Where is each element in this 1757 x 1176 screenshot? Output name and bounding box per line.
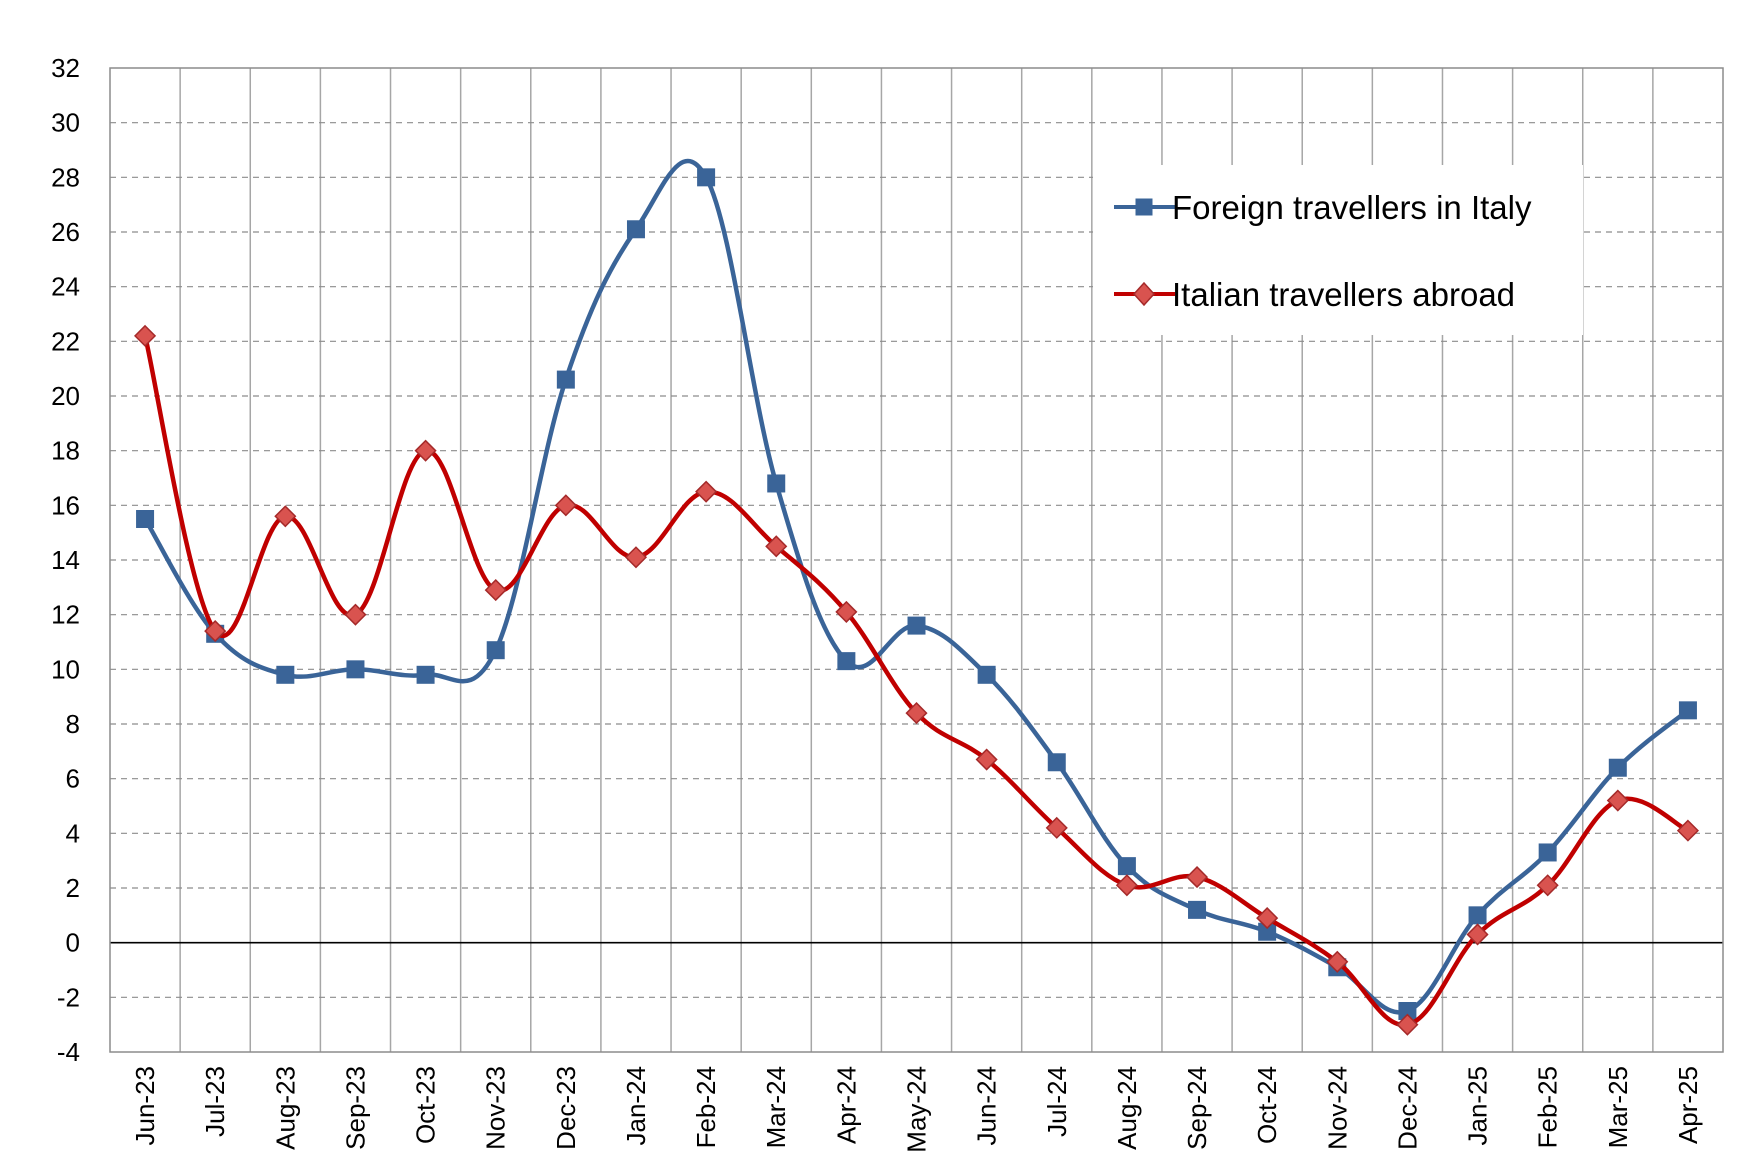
x-tick-label: Jun-24 <box>972 1066 1002 1146</box>
legend: Foreign travellers in Italy Italian trav… <box>1093 165 1583 335</box>
legend-square-marker-icon <box>1135 198 1153 216</box>
data-point-diamond <box>1396 1013 1419 1036</box>
data-point-diamond <box>975 748 998 771</box>
data-point-diamond <box>1466 923 1489 946</box>
data-point-square <box>486 641 505 660</box>
x-axis-tick-labels: Jun-23 Jul-23 Aug-23 Sep-23 Oct-23 Nov-23 Dec-… <box>130 1066 1703 1153</box>
x-tick-label: Jan-25 <box>1463 1066 1493 1146</box>
x-tick-label: May-24 <box>902 1066 932 1153</box>
series-italian <box>134 324 1699 1036</box>
y-tick-label: 28 <box>51 162 80 192</box>
y-tick-label: 10 <box>51 654 80 684</box>
x-tick-label: Mar-25 <box>1603 1066 1633 1148</box>
data-point-square <box>837 652 856 671</box>
data-point-diamond <box>835 600 858 623</box>
data-point-square <box>416 665 435 684</box>
data-point-diamond <box>1256 907 1279 930</box>
data-point-diamond <box>1536 874 1559 897</box>
x-tick-label: Dec-24 <box>1392 1066 1422 1150</box>
x-tick-label: Sep-24 <box>1182 1066 1212 1150</box>
y-tick-label: 16 <box>51 490 80 520</box>
data-point-diamond <box>695 480 718 503</box>
y-tick-label: 14 <box>51 545 80 575</box>
data-point-diamond <box>414 439 437 462</box>
data-point-square <box>1678 701 1697 720</box>
legend-label-italian: Italian travellers abroad <box>1172 276 1515 313</box>
x-tick-label: Sep-23 <box>340 1066 370 1150</box>
data-point-square <box>1468 906 1487 925</box>
x-tick-label: Aug-24 <box>1112 1066 1142 1150</box>
data-point-diamond <box>1185 866 1209 889</box>
y-tick-label: 12 <box>51 600 80 630</box>
x-tick-label: Feb-24 <box>691 1066 721 1148</box>
x-tick-label: Oct-24 <box>1252 1066 1282 1144</box>
data-point-square <box>1047 753 1066 772</box>
y-tick-label: 0 <box>66 928 80 958</box>
x-tick-label: Nov-24 <box>1322 1066 1352 1150</box>
data-point-square <box>977 665 996 684</box>
x-tick-label: Dec-23 <box>551 1066 581 1150</box>
data-point-diamond <box>1326 950 1349 973</box>
x-tick-label: Oct-23 <box>411 1066 441 1144</box>
data-point-square <box>556 370 575 389</box>
x-tick-label: Apr-25 <box>1673 1066 1703 1144</box>
data-point-diamond <box>1606 789 1629 812</box>
series-lines <box>134 158 1699 1036</box>
y-tick-label: 24 <box>51 272 80 302</box>
data-point-diamond <box>765 535 788 558</box>
x-tick-label: Jun-23 <box>130 1066 160 1146</box>
data-point-diamond <box>624 546 648 569</box>
y-tick-label: -4 <box>57 1037 80 1067</box>
x-tick-label: Jul-24 <box>1042 1066 1072 1137</box>
data-point-square <box>1117 857 1136 876</box>
x-tick-label: Nov-23 <box>481 1066 511 1150</box>
data-point-diamond <box>484 579 507 602</box>
data-point-square <box>276 665 295 684</box>
data-point-square <box>767 474 786 493</box>
y-tick-label: 20 <box>51 381 80 411</box>
data-point-square <box>907 616 926 635</box>
y-tick-label: 4 <box>66 818 80 848</box>
y-tick-label: 22 <box>51 326 80 356</box>
data-point-diamond <box>554 494 577 517</box>
y-tick-label: 32 <box>51 53 80 83</box>
x-tick-label: Apr-24 <box>831 1066 861 1144</box>
data-point-diamond <box>344 603 367 626</box>
legend-diamond-marker-icon <box>1132 281 1156 307</box>
x-tick-label: Jul-23 <box>200 1066 230 1137</box>
data-point-square <box>1538 843 1557 862</box>
data-point-square <box>1608 758 1627 777</box>
x-tick-label: Mar-24 <box>761 1066 791 1148</box>
data-point-diamond <box>905 702 928 725</box>
y-tick-label: 18 <box>51 436 80 466</box>
data-point-diamond <box>204 620 227 643</box>
data-point-square <box>626 220 645 239</box>
data-point-square <box>697 168 716 187</box>
legend-label-foreign: Foreign travellers in Italy <box>1172 189 1532 226</box>
y-tick-label: 6 <box>66 764 80 794</box>
x-tick-label: Feb-25 <box>1533 1066 1563 1148</box>
x-tick-label: Aug-23 <box>270 1066 300 1150</box>
data-point-square <box>346 660 365 679</box>
y-tick-label: 26 <box>51 217 80 247</box>
data-point-square <box>136 510 155 528</box>
y-tick-label: 2 <box>66 873 80 903</box>
y-tick-label: -2 <box>57 982 80 1012</box>
x-tick-label: Jan-24 <box>621 1066 651 1146</box>
data-point-diamond <box>1676 819 1699 842</box>
data-point-diamond <box>1115 874 1138 897</box>
legend-box <box>1093 165 1583 335</box>
data-point-diamond <box>134 324 157 347</box>
y-tick-label: 8 <box>66 709 80 739</box>
data-point-diamond <box>1045 816 1068 839</box>
data-point-square <box>1188 900 1207 919</box>
plot-area-border <box>109 67 1724 1053</box>
data-point-diamond <box>274 505 297 528</box>
y-tick-label: 30 <box>51 108 80 138</box>
